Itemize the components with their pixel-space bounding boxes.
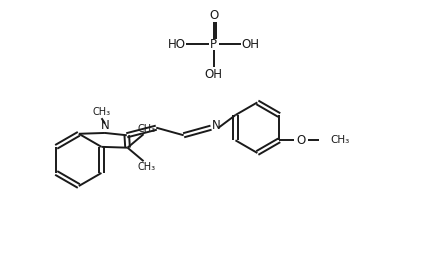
Text: N: N — [101, 119, 109, 132]
Text: OH: OH — [205, 68, 222, 81]
Text: CH₃: CH₃ — [93, 107, 111, 117]
Text: CH₃: CH₃ — [138, 162, 156, 172]
Text: CH₃: CH₃ — [138, 124, 156, 134]
Text: P: P — [210, 38, 217, 51]
Text: O: O — [297, 134, 306, 147]
Text: OH: OH — [241, 38, 259, 51]
Text: HO: HO — [168, 38, 186, 51]
Text: N: N — [212, 119, 220, 132]
Text: CH₃: CH₃ — [331, 135, 350, 145]
Text: O: O — [209, 9, 218, 22]
